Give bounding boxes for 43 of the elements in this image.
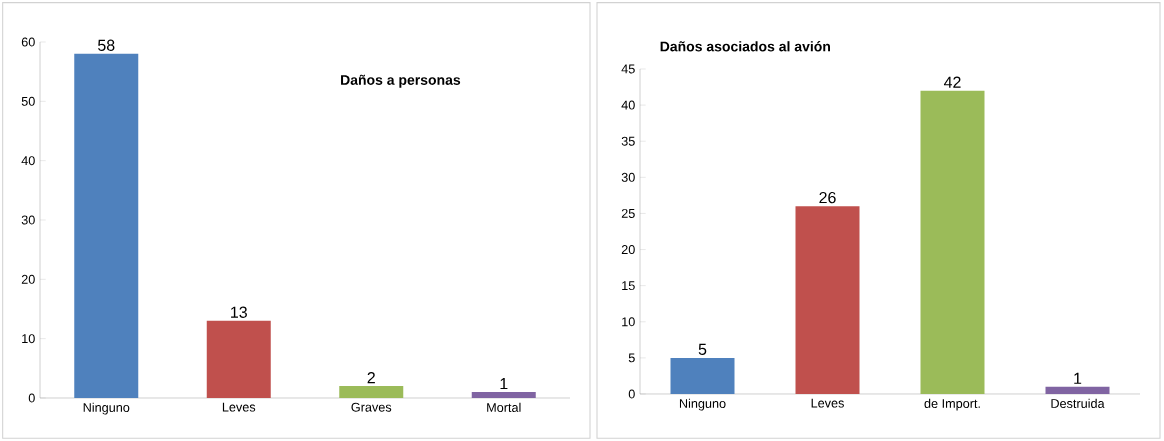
x-tick-label: Leves bbox=[811, 398, 844, 408]
y-tick-label: 10 bbox=[22, 334, 35, 344]
y-tick-label: 30 bbox=[621, 172, 635, 182]
text: Daños a personas bbox=[341, 74, 461, 88]
y-tick-label: 15 bbox=[622, 281, 635, 291]
data-label: 26 bbox=[819, 191, 836, 204]
y-tick-label: 35 bbox=[621, 136, 635, 146]
x-tick-label: Ninguno bbox=[679, 398, 726, 411]
x-tick-label: Ninguno bbox=[83, 402, 130, 415]
x-tick-label: de Import. bbox=[924, 398, 980, 411]
y-tick-label: 25 bbox=[621, 208, 635, 218]
bar bbox=[206, 320, 271, 398]
y-tick-label: 40 bbox=[621, 100, 635, 110]
bar bbox=[74, 53, 139, 398]
y-tick-label: 50 bbox=[21, 96, 35, 106]
bar bbox=[795, 206, 860, 394]
x-tick-label: Destruida bbox=[1051, 398, 1105, 408]
y-tick-label: 45 bbox=[621, 64, 635, 74]
chart-title: Daños asociados al avión bbox=[660, 41, 830, 52]
bar bbox=[471, 392, 536, 398]
y-tick-label: 0 bbox=[628, 389, 635, 399]
y-tick-label: 5 bbox=[628, 353, 635, 363]
x-tick-label: Graves bbox=[351, 402, 392, 412]
x-tick-label: Mortal bbox=[487, 402, 521, 412]
y-tick-label: 40 bbox=[21, 156, 35, 166]
data-label: 58 bbox=[98, 39, 115, 51]
y-tick-label: 30 bbox=[21, 215, 35, 225]
y-tick-label: 0 bbox=[28, 393, 35, 403]
y-tick-label: 10 bbox=[622, 317, 635, 327]
data-label: 42 bbox=[943, 76, 961, 88]
x-tick-label: Leves bbox=[222, 402, 256, 412]
y-tick-label: 60 bbox=[21, 37, 35, 47]
bar bbox=[339, 386, 404, 398]
data-label: 1 bbox=[1074, 372, 1082, 384]
data-label: 13 bbox=[231, 306, 247, 318]
y-tick-label: 20 bbox=[21, 274, 35, 284]
bar bbox=[1045, 386, 1110, 394]
data-label: 5 bbox=[698, 343, 707, 355]
y-tick-label: 20 bbox=[621, 245, 635, 255]
bar bbox=[920, 90, 985, 394]
data-label: 2 bbox=[367, 372, 375, 384]
bar bbox=[670, 357, 735, 394]
data-label: 1 bbox=[500, 378, 508, 390]
